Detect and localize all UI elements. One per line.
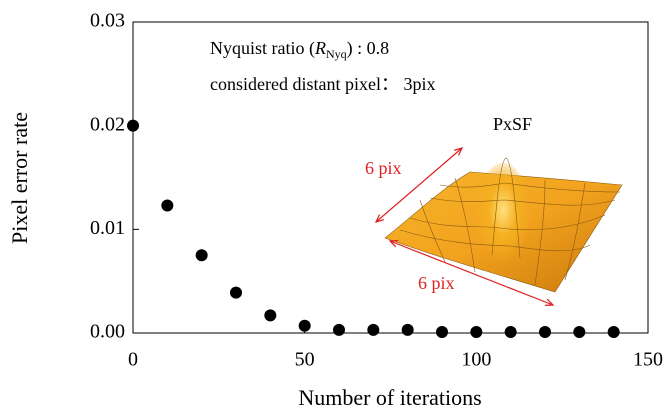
data-point [607,325,620,338]
plot-frame [132,21,649,334]
annotation: 6 pix [365,158,402,178]
y-tick-label: 0.03 [90,10,125,32]
data-point [367,323,380,336]
data-point [539,325,551,338]
annotation: 6 pix [418,273,455,293]
annotation: PxSF [493,114,532,134]
data-point [298,319,311,332]
y-axis-label: Pixel error rate [7,112,32,244]
data-point [573,325,586,338]
data-point [401,323,414,336]
data-point [264,309,277,322]
y-tick-label: 0.01 [90,217,125,239]
y-tick-label: 0.00 [90,321,125,343]
data-point [230,286,242,299]
data-point [127,119,139,132]
data-point [470,325,483,338]
x-tick-label: 50 [295,349,315,371]
data-point [436,325,448,338]
x-tick-label: 0 [128,349,138,371]
pxsf-illustration [376,148,623,305]
x-axis-label: Number of iterations [298,385,481,410]
annotation: Nyquist ratio (RNyq) : 0.8 [210,38,389,61]
data-point [195,249,208,262]
data-point [504,325,517,338]
y-tick-label: 0.02 [90,113,125,135]
x-tick-label: 100 [461,349,491,371]
data-point [161,199,174,212]
annotation: considered distant pixel： 3pix [210,74,435,94]
x-tick-label: 150 [633,349,663,371]
data-point [333,323,345,336]
